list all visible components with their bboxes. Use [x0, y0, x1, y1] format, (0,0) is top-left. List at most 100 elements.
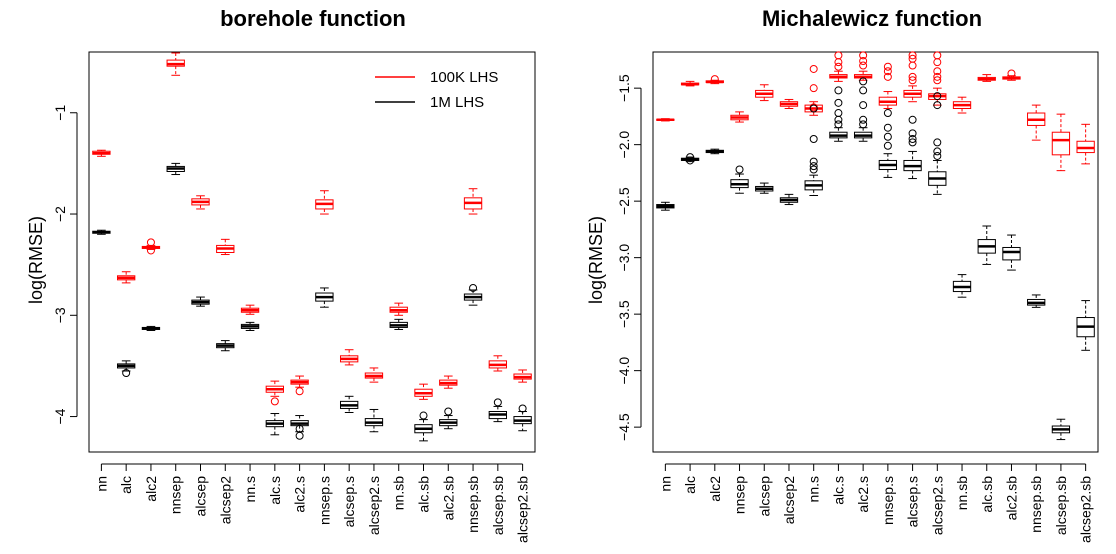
plot-frame — [88, 51, 536, 453]
outlier-point — [444, 407, 453, 416]
box — [1051, 131, 1071, 156]
outlier-point — [933, 138, 942, 147]
y-tick-label: −4 — [52, 408, 68, 424]
outlier-point — [834, 58, 843, 67]
outlier-point — [809, 157, 818, 166]
y-tick-label: −3 — [52, 307, 68, 323]
x-tick-label: nn — [93, 476, 109, 492]
legend-label: 100K LHS — [430, 69, 498, 86]
y-tick-label: −4.5 — [616, 413, 632, 441]
outlier-point — [686, 156, 695, 165]
outlier-point — [908, 135, 917, 144]
outlier-point — [933, 101, 942, 110]
x-tick-label: nnsep.s — [880, 476, 896, 525]
outlier-point — [859, 61, 868, 70]
x-tick-label: nnsep — [732, 476, 748, 514]
borehole-chart: borehole function log(RMSE) −4−3−2−1nn al… — [26, 6, 536, 543]
x-tick-label: alcsep.s — [341, 476, 357, 527]
y-tick-label: −3.5 — [616, 300, 632, 328]
x-tick-label: alc — [682, 476, 698, 494]
x-tick-label: nnsep — [168, 476, 184, 514]
outlier-point — [809, 165, 818, 174]
outlier-point — [809, 135, 818, 144]
x-tick-label: alc.s — [830, 476, 846, 505]
outlier-point — [933, 58, 942, 67]
outlier-point — [834, 51, 843, 60]
outlier-point — [908, 61, 917, 70]
outlier-point — [859, 57, 868, 66]
outlier-point — [908, 51, 917, 60]
outlier-point — [883, 123, 892, 132]
y-tick-label: −2 — [52, 206, 68, 222]
x-tick-label: alcsep.s — [905, 476, 921, 527]
plot-frame — [652, 51, 1099, 453]
outlier-point — [834, 115, 843, 124]
outlier-point — [469, 283, 478, 292]
x-tick-label: nn.sb — [954, 476, 970, 510]
x-tick-label: alcsep2 — [217, 476, 233, 524]
x-tick-label: alc2 — [143, 476, 159, 502]
outlier-point — [933, 151, 942, 160]
x-tick-label: alcsep2.s — [929, 476, 945, 535]
y-tick-label: −1.5 — [616, 74, 632, 102]
outlier-point — [908, 115, 917, 124]
x-tick-label: nnsep.sb — [465, 476, 481, 533]
x-tick-label: nn — [657, 476, 673, 492]
outlier-point — [295, 387, 304, 396]
x-tick-label: alc2 — [707, 476, 723, 502]
outlier-point — [908, 129, 917, 138]
outlier-point — [859, 120, 868, 129]
outlier-point — [834, 86, 843, 95]
x-tick-label: nn.s — [242, 476, 258, 502]
outlier-point — [859, 101, 868, 110]
box — [1002, 246, 1021, 261]
x-tick-label: alcsep.sb — [1053, 476, 1069, 535]
outlier-point — [809, 162, 818, 171]
outlier-point — [933, 51, 942, 60]
outlier-point — [493, 398, 502, 407]
x-tick-label: alc — [118, 476, 134, 494]
legend-label: 1M LHS — [430, 94, 484, 111]
outlier-point — [295, 431, 304, 440]
outlier-point — [933, 76, 942, 85]
y-tick-label: −2.0 — [616, 131, 632, 159]
outlier-point — [933, 72, 942, 81]
x-tick-label: alcsep.sb — [490, 476, 506, 535]
outlier-point — [933, 67, 942, 76]
outlier-point — [908, 138, 917, 147]
chart-title: Michalewicz function — [762, 6, 982, 31]
outlier-point — [419, 411, 428, 420]
x-tick-label: alcsep2.s — [366, 476, 382, 535]
outlier-point — [122, 369, 131, 378]
outlier-point — [908, 76, 917, 85]
x-tick-label: alc2.s — [292, 476, 308, 513]
outlier-point — [1007, 69, 1016, 78]
y-tick-label: −4.0 — [616, 357, 632, 385]
outlier-point — [883, 62, 892, 71]
x-tick-label: alcsep2 — [781, 476, 797, 524]
y-axis-label: log(RMSE) — [586, 216, 606, 304]
x-tick-label: alc.s — [267, 476, 283, 505]
outlier-point — [809, 84, 818, 93]
outlier-point — [834, 109, 843, 118]
outlier-point — [710, 75, 719, 84]
x-tick-label: alcsep2.sb — [515, 476, 531, 543]
x-tick-label: alcsep — [193, 476, 209, 517]
x-tick-label: nnsep.sb — [1028, 476, 1044, 533]
outlier-point — [859, 77, 868, 86]
outlier-point — [146, 238, 155, 247]
x-tick-label: alcsep — [756, 476, 772, 517]
x-tick-label: nn.s — [806, 476, 822, 502]
outlier-point — [146, 246, 155, 255]
outlier-point — [859, 115, 868, 124]
outlier-point — [834, 120, 843, 129]
outlier-point — [834, 62, 843, 71]
outlier-point — [809, 104, 818, 113]
outlier-point — [859, 51, 868, 60]
chart-title: borehole function — [220, 6, 406, 31]
x-tick-label: alc2.sb — [440, 476, 456, 521]
outlier-point — [735, 165, 744, 174]
y-tick-label: −2.5 — [616, 187, 632, 215]
x-tick-label: nnsep.s — [316, 476, 332, 525]
